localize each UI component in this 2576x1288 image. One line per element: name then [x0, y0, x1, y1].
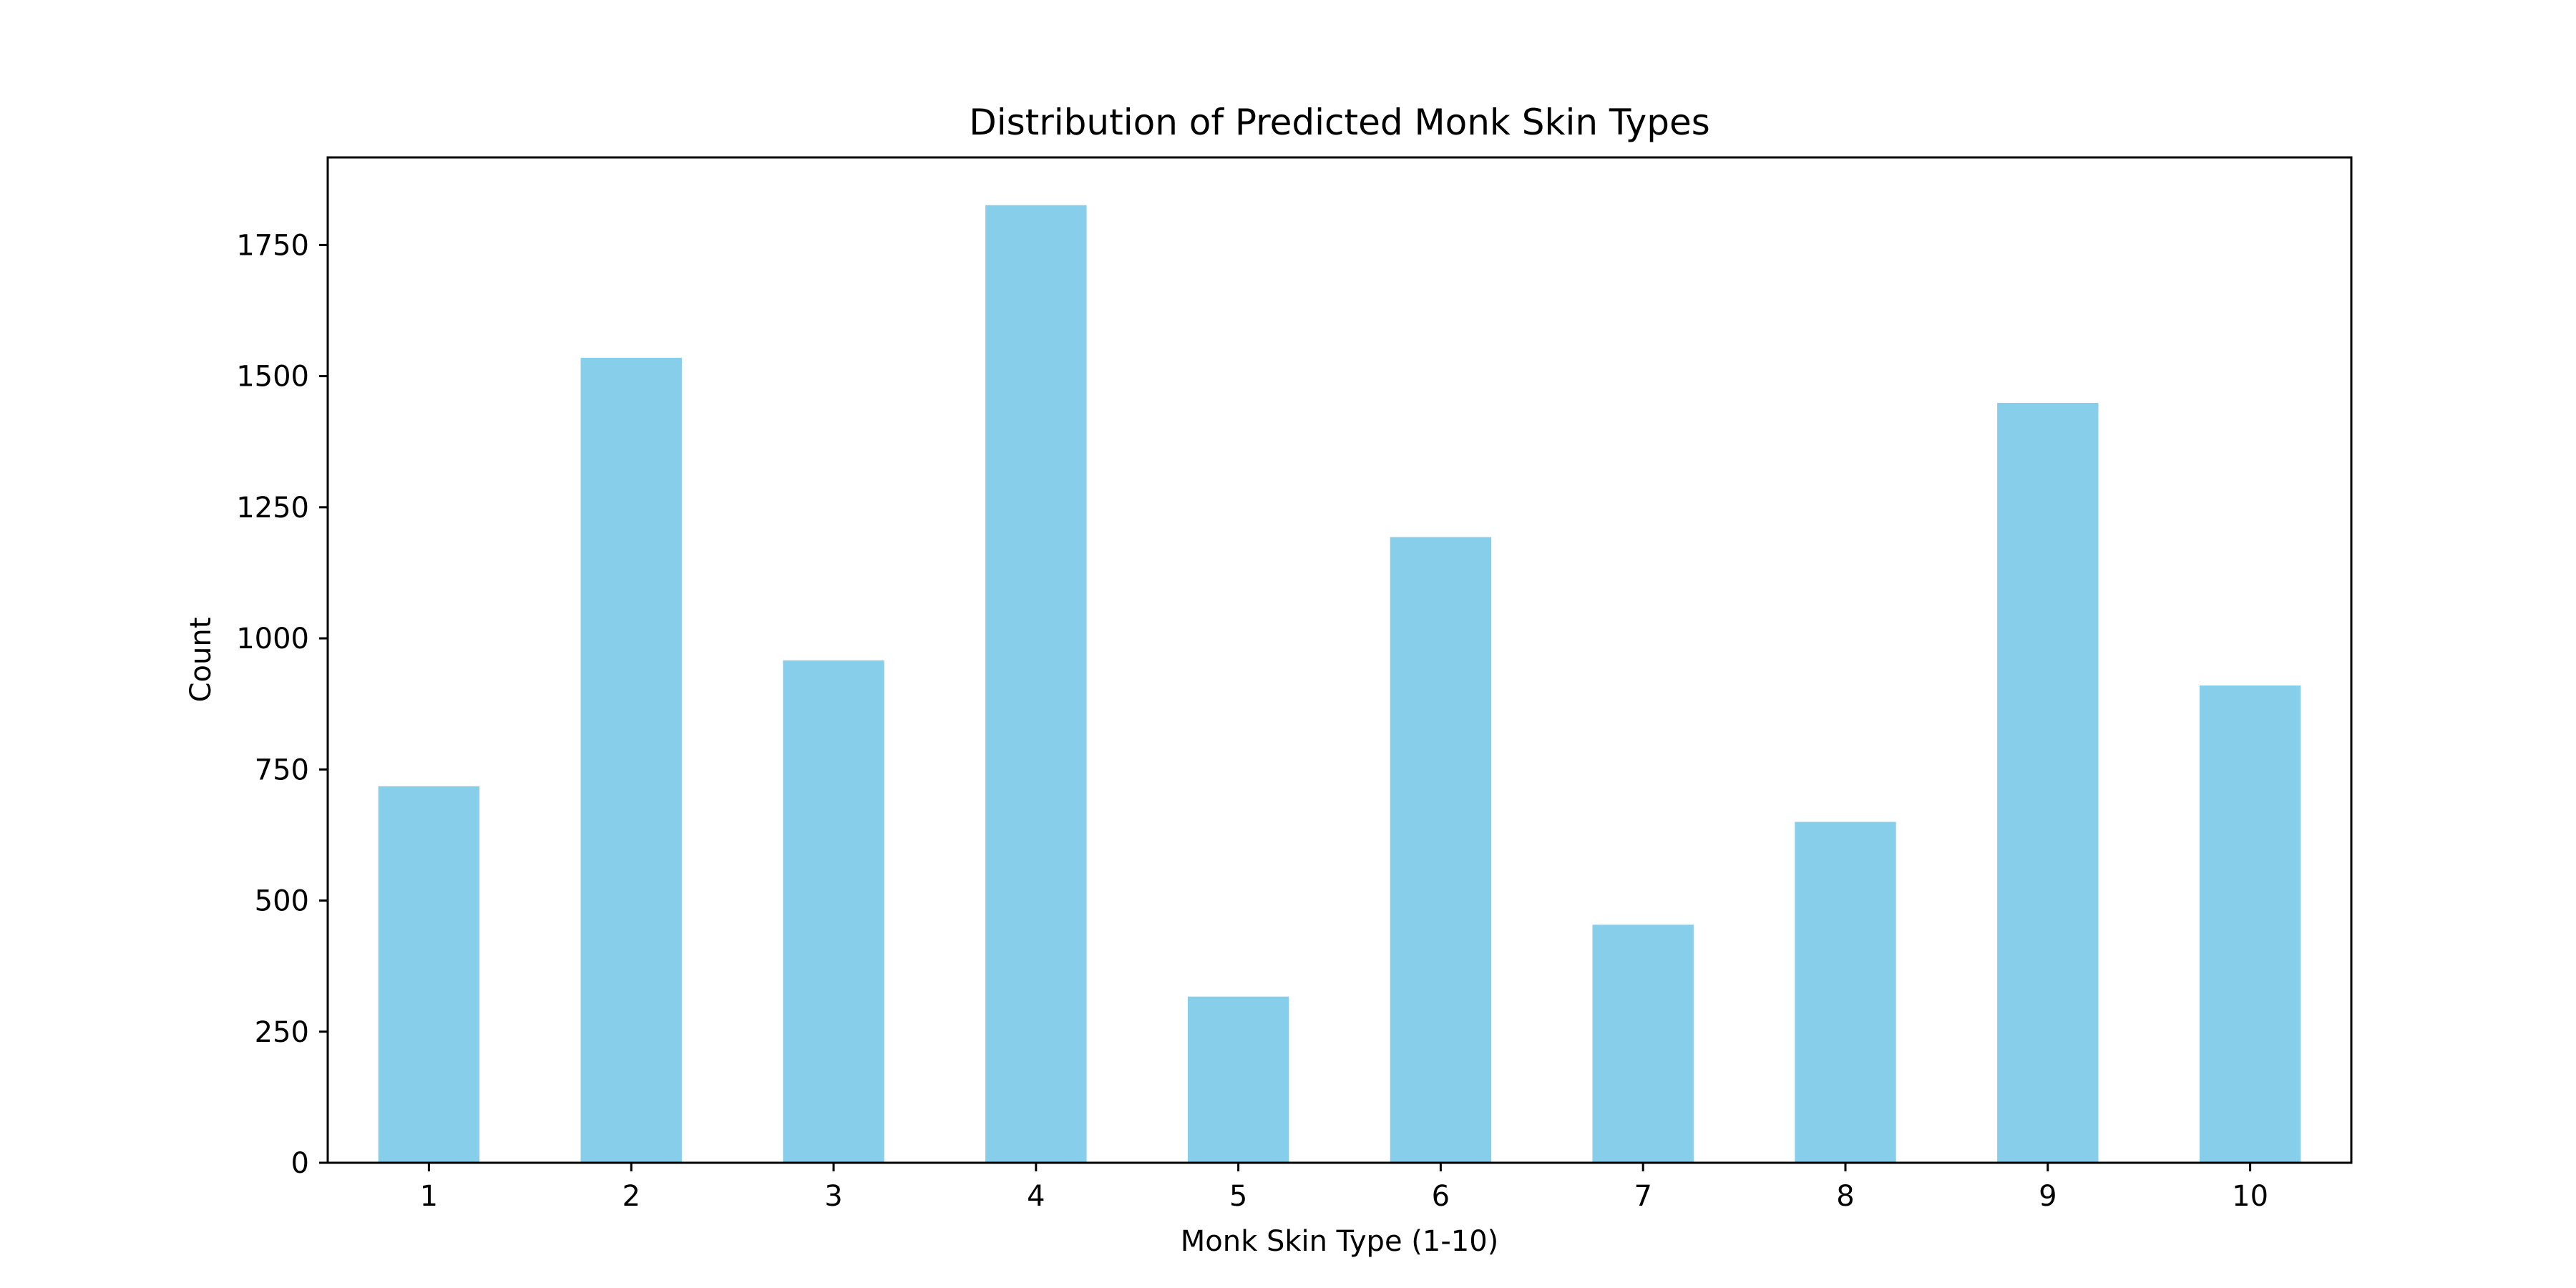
- y-tick-label-1500: 1500: [236, 361, 309, 394]
- x-tick-label-8: 8: [1836, 1180, 1854, 1213]
- bar-4: [985, 205, 1087, 1163]
- y-axis: 0 250 500 750 1000 1250 1500 1750: [236, 229, 328, 1180]
- x-tick-label-3: 3: [824, 1180, 842, 1213]
- x-tick-label-5: 5: [1229, 1180, 1247, 1213]
- y-tick-label-1000: 1000: [236, 623, 309, 655]
- x-tick-label-2: 2: [622, 1180, 640, 1213]
- y-tick-label-0: 0: [291, 1147, 309, 1180]
- x-tick-label-9: 9: [2039, 1180, 2057, 1213]
- x-axis-label: Monk Skin Type (1-10): [1181, 1225, 1499, 1258]
- y-axis-label: Count: [185, 618, 218, 703]
- bar-5: [1187, 996, 1289, 1163]
- y-tick-label-500: 500: [255, 885, 309, 918]
- y-tick-label-250: 250: [255, 1016, 309, 1049]
- bar-7: [1592, 924, 1694, 1163]
- y-tick-label-750: 750: [255, 753, 309, 786]
- bars-group: [378, 205, 2301, 1163]
- x-tick-label-4: 4: [1027, 1180, 1045, 1213]
- y-tick-label-1750: 1750: [236, 229, 309, 262]
- bar-1: [378, 786, 480, 1163]
- bar-6: [1390, 537, 1492, 1163]
- x-tick-label-6: 6: [1432, 1180, 1450, 1213]
- chart-title: Distribution of Predicted Monk Skin Type…: [969, 102, 1710, 143]
- bar-10: [2199, 686, 2301, 1163]
- plot-frame: [326, 156, 2353, 1164]
- bar-9: [1997, 403, 2099, 1163]
- bar-8: [1795, 821, 1896, 1163]
- bar-2: [580, 358, 682, 1163]
- x-axis: 1 2 3 4 5 6 7 8 9 10: [420, 1163, 2268, 1213]
- x-tick-label-10: 10: [2232, 1180, 2268, 1213]
- y-tick-label-1250: 1250: [236, 492, 309, 525]
- bar-3: [783, 660, 884, 1163]
- x-tick-label-7: 7: [1634, 1180, 1652, 1213]
- x-tick-label-1: 1: [420, 1180, 438, 1213]
